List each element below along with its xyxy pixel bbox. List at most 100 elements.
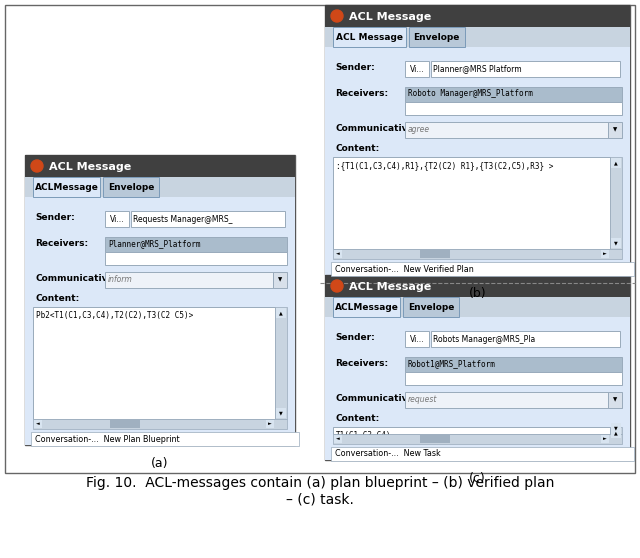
Text: T1(C1,C3,C4): T1(C1,C3,C4) (336, 431, 392, 440)
Bar (34, 420, 42, 428)
Text: Content:: Content: (335, 144, 380, 153)
Text: ◄: ◄ (336, 252, 340, 257)
Bar (275, 307, 287, 419)
Bar (109, 420, 140, 428)
Text: Roboto Manager@MRS_Platform: Roboto Manager@MRS_Platform (408, 89, 533, 99)
Bar (611, 423, 621, 433)
Bar (325, 27, 630, 47)
Bar (601, 435, 609, 443)
Bar (601, 250, 609, 258)
Circle shape (331, 280, 343, 292)
Text: Sender:: Sender: (35, 213, 75, 222)
Text: inform: inform (108, 276, 132, 285)
Bar (266, 420, 274, 428)
Bar (31, 432, 299, 446)
Text: Envelope: Envelope (413, 33, 460, 42)
Text: ACL Message: ACL Message (349, 12, 431, 22)
Bar (405, 357, 622, 372)
Text: ▼: ▼ (614, 240, 618, 246)
Text: Vi...: Vi... (109, 214, 124, 224)
Text: ▲: ▲ (614, 431, 618, 435)
Bar (105, 252, 287, 265)
Text: ACL Message: ACL Message (49, 162, 131, 172)
Bar (405, 122, 608, 138)
Bar (405, 392, 608, 408)
Bar (325, 317, 630, 460)
Text: Requests Manager@MRS_: Requests Manager@MRS_ (133, 214, 232, 224)
Text: Receivers:: Receivers: (335, 359, 388, 368)
Bar (103, 177, 159, 197)
Text: ►: ► (603, 252, 607, 257)
Bar (325, 275, 630, 297)
Text: ▼: ▼ (613, 397, 617, 402)
Text: Vi...: Vi... (410, 65, 424, 74)
Bar (333, 297, 400, 317)
Bar (611, 238, 621, 248)
Text: request: request (408, 396, 437, 405)
Text: agree: agree (408, 126, 430, 134)
Bar (611, 428, 621, 438)
Bar (33, 177, 100, 197)
Bar (105, 237, 287, 252)
Bar (25, 177, 295, 197)
Text: Communicativ...: Communicativ... (335, 394, 417, 403)
Bar (33, 307, 275, 419)
Bar (333, 427, 610, 434)
Text: Robots Manager@MRS_Pla: Robots Manager@MRS_Pla (433, 334, 535, 344)
Text: ▲: ▲ (614, 161, 618, 166)
Bar (333, 27, 406, 47)
Bar (611, 158, 621, 168)
Bar (334, 435, 342, 443)
Bar (131, 211, 285, 227)
Text: Robot1@MRS_Platform: Robot1@MRS_Platform (408, 359, 496, 368)
Text: Communicativ...: Communicativ... (335, 124, 417, 133)
Text: Communicativ...: Communicativ... (35, 274, 117, 283)
Bar (105, 272, 273, 288)
Bar (333, 249, 622, 259)
Bar (276, 308, 286, 318)
Text: Receivers:: Receivers: (35, 239, 88, 248)
Text: ◄: ◄ (336, 436, 340, 441)
Bar (403, 297, 459, 317)
Text: Conversation-...  New Verified Plan: Conversation-... New Verified Plan (335, 264, 474, 273)
Text: Sender:: Sender: (335, 333, 375, 342)
Text: Pb2<T1(C1,C3,C4),T2(C2),T3(C2 C5)>: Pb2<T1(C1,C3,C4),T2(C2),T3(C2 C5)> (36, 311, 193, 320)
Text: Conversation-...  New Plan Blueprint: Conversation-... New Plan Blueprint (35, 435, 180, 444)
Bar (5, 5, 635, 473)
Bar (25, 155, 295, 445)
Text: ACLMessage: ACLMessage (35, 184, 99, 193)
Bar (105, 211, 129, 227)
Text: Receivers:: Receivers: (335, 89, 388, 98)
Bar (608, 122, 622, 138)
Text: ACLMessage: ACLMessage (335, 304, 399, 312)
Bar (331, 447, 634, 461)
Text: Conversation-...  New Task: Conversation-... New Task (335, 450, 441, 459)
Bar (33, 419, 287, 429)
Text: (a): (a) (151, 457, 169, 470)
Text: ►: ► (268, 421, 272, 426)
Text: ACL Message: ACL Message (336, 33, 403, 42)
Text: ▼: ▼ (613, 127, 617, 132)
Bar (325, 5, 630, 27)
Bar (431, 61, 620, 77)
Bar (405, 331, 429, 347)
Bar (431, 331, 620, 347)
Bar (276, 408, 286, 418)
Bar (333, 157, 610, 249)
Text: ▲: ▲ (279, 310, 283, 315)
Text: Vi...: Vi... (410, 334, 424, 344)
Text: ▼: ▼ (614, 426, 618, 431)
Text: ◄: ◄ (36, 421, 40, 426)
Bar (325, 5, 630, 275)
Text: :{T1(C1,C3,C4),R1},{T2(C2) R1},{T3(C2,C5),R3} >: :{T1(C1,C3,C4),R1},{T2(C2) R1},{T3(C2,C5… (336, 161, 554, 170)
Bar (405, 61, 429, 77)
Bar (333, 434, 622, 444)
Bar (405, 102, 622, 115)
Bar (25, 155, 295, 177)
Text: (c): (c) (469, 472, 486, 485)
Text: Planner@MRS_Platform: Planner@MRS_Platform (108, 239, 200, 248)
Text: Fig. 10.  ACL-messages contain (a) plan blueprint – (b) verified plan
– (c) task: Fig. 10. ACL-messages contain (a) plan b… (86, 476, 554, 506)
Text: (b): (b) (468, 287, 486, 300)
Circle shape (331, 10, 343, 22)
Text: ACL Message: ACL Message (349, 282, 431, 292)
